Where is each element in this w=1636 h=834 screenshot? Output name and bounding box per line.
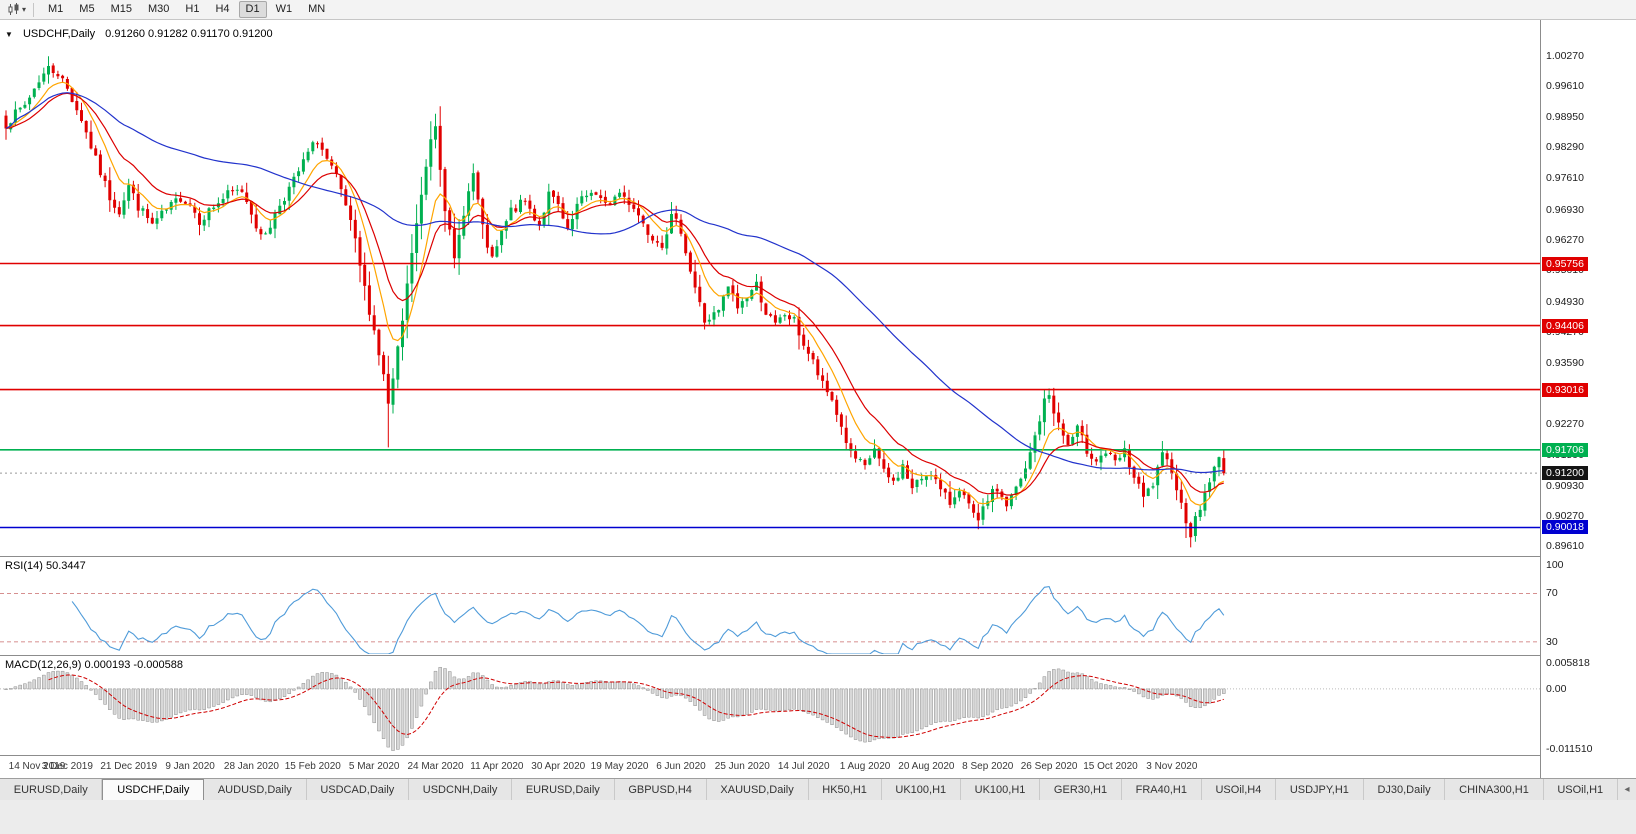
rsi-label: RSI(14) 50.3447 [5,560,86,572]
date-axis-label: 21 Dec 2019 [100,761,158,772]
rsi-canvas[interactable] [0,557,1540,654]
candlestick-canvas[interactable] [0,20,1540,555]
date-axis-label: 15 Feb 2020 [284,761,341,772]
chart-tab-usdjpy-h1[interactable]: USDJPY,H1 [1276,779,1364,800]
price-axis-label: 0.96930 [1546,203,1584,216]
price-axis-label: 0.93590 [1546,357,1584,370]
timeframe-m30-button[interactable]: M30 [147,3,170,15]
chart-tab-china300-h1[interactable]: CHINA300,H1 [1445,779,1544,800]
date-axis-label: 26 Sep 2020 [1020,761,1078,772]
macd-canvas[interactable] [0,656,1540,754]
date-axis-label: 20 Aug 2020 [898,761,955,772]
date-axis-label: 19 May 2020 [590,761,649,772]
date-axis-label: 14 Jul 2020 [777,761,830,772]
chart-ohlc-values: 0.91260 0.91282 0.91170 0.91200 [105,28,273,40]
chart-tab-usoil-h1[interactable]: USOil,H1 [1544,779,1618,800]
date-axis-label: 25 Jun 2020 [714,761,770,772]
price-tag: 0.91200 [1542,466,1588,481]
chart-tab-uk100-h1[interactable]: UK100,H1 [882,779,961,800]
date-axis-label: 11 Apr 2020 [470,761,524,772]
chart-tab-usoil-h4[interactable]: USOil,H4 [1202,779,1277,800]
price-axis-label: 0.98290 [1546,140,1584,153]
price-axis-label: 0.00 [1546,682,1567,695]
timeframe-h1-button[interactable]: H1 [185,3,200,15]
price-axis-label: 0.97610 [1546,172,1584,185]
price-axis-label: 0.98950 [1546,110,1584,123]
date-axis-label: 15 Oct 2020 [1083,761,1138,772]
chart-tab-eurusd-daily[interactable]: EURUSD,Daily [0,779,103,800]
timeframe-m15-button[interactable]: M15 [110,3,132,15]
date-axis-label: 5 Mar 2020 [348,761,400,772]
chart-tab-usdcnh-daily[interactable]: USDCNH,Daily [409,779,513,800]
price-axis-label: 100 [1546,559,1564,571]
chart-tab-eurusd-daily[interactable]: EURUSD,Daily [512,779,615,800]
timeframe-m5-button[interactable]: M5 [79,3,95,15]
time-axis[interactable]: 14 Nov 2019 3 Dec 2019 21 Dec 2019 9 Jan 20… [0,756,1540,778]
date-axis-label: 28 Jan 2020 [223,761,279,772]
date-axis-label: 3 Dec 2019 [41,761,93,772]
timeframe-h4-button[interactable]: H4 [215,3,230,15]
price-tag: 0.90018 [1542,520,1588,535]
chart-tab-uk100-h1[interactable]: UK100,H1 [961,779,1041,800]
price-tag: 0.91706 [1542,442,1588,457]
date-axis-label: 9 Jan 2020 [165,761,215,772]
timeframe-d1-button[interactable]: D1 [238,1,267,18]
price-tag: 0.93016 [1542,382,1588,397]
price-axis-label: 0.005818 [1546,657,1590,669]
dropdown-caret-icon: ▾ [22,5,27,14]
toolbar-separator [33,2,35,17]
price-tag: 0.95756 [1542,256,1588,271]
chart-tab-ger30-h1[interactable]: GER30,H1 [1040,779,1122,800]
chart-window: ▼ USDCHF,Daily 0.91260 0.91282 0.91170 0… [0,20,1636,778]
status-bar [0,800,1636,834]
date-axis-label: 1 Aug 2020 [839,761,891,772]
price-axis-label: 0.94930 [1546,295,1584,308]
price-axis-label: 0.90930 [1546,479,1584,492]
chart-tab-gbpusd-h4[interactable]: GBPUSD,H4 [615,779,707,800]
date-axis-label: 30 Apr 2020 [531,761,586,772]
timeframe-m1-button[interactable]: M1 [48,3,64,15]
timeframe-w1-button[interactable]: W1 [275,3,293,15]
price-axis-label: 30 [1546,635,1558,648]
price-axis-label: 0.92270 [1546,417,1584,430]
price-axis-label: 0.90270 [1546,509,1584,522]
timeframe-mn-button[interactable]: MN [308,3,326,15]
price-axis-label: 0.89610 [1546,540,1584,553]
chart-tab-hk50-h1[interactable]: HK50,H1 [809,779,882,800]
chart-symbol-label: USDCHF,Daily [22,28,96,40]
chart-tab-bar: EURUSD,Daily USDCHF,Daily AUDUSD,Daily USDC… [0,778,1636,800]
date-axis-label: 24 Mar 2020 [407,761,464,772]
price-axis-label: 0.99610 [1546,80,1584,93]
tab-scroll-left-icon[interactable]: ◂ [1624,784,1630,795]
chart-tab-fra40-h1[interactable]: FRA40,H1 [1122,779,1202,800]
rsi-panel[interactable]: RSI(14) 50.3447 [0,557,1540,656]
timeframe-buttons: M1 M5 M15 M30 H1 H4 D1 W1 MN [40,1,333,18]
candlestick-chart-icon [8,3,19,15]
price-axis-label: -0.011510 [1546,743,1593,755]
date-axis-label: 14 Nov 2019 [8,761,66,772]
chart-tab-usdchf-daily[interactable]: USDCHF,Daily [102,779,205,800]
price-tag: 0.94406 [1542,318,1588,333]
chart-tab-xauusd-daily[interactable]: XAUUSD,Daily [707,779,809,800]
chart-ohlc-header: ▼ USDCHF,Daily 0.91260 0.91282 0.91170 0… [5,28,280,40]
price-axis[interactable]: 1.00270 0.99610 0.98950 0.98290 0.97610 0.969… [1540,20,1636,778]
chart-type-button[interactable]: ▾ [4,1,29,19]
chart-tab-usdcad-daily[interactable]: USDCAD,Daily [307,779,410,800]
price-axis-label: 1.00270 [1546,49,1584,62]
chart-tab-audusd-daily[interactable]: AUDUSD,Daily [204,779,307,800]
macd-label: MACD(12,26,9) 0.000193 -0.000588 [5,659,183,671]
timeframe-toolbar: ▾ M1 M5 M15 M30 H1 H4 D1 W1 MN [0,0,1636,20]
main-chart-panel[interactable]: ▼ USDCHF,Daily 0.91260 0.91282 0.91170 0… [0,20,1540,557]
date-axis-label: 8 Sep 2020 [962,761,1014,772]
collapse-arrow-icon[interactable]: ▼ [5,30,13,39]
chart-tab-dj30-daily[interactable]: DJ30,Daily [1364,779,1446,800]
chart-tabs: EURUSD,Daily USDCHF,Daily AUDUSD,Daily USDC… [0,779,1618,800]
macd-panel[interactable]: MACD(12,26,9) 0.000193 -0.000588 [0,656,1540,756]
price-axis-label: 0.96270 [1546,233,1584,246]
date-axis-label: 6 Jun 2020 [656,761,706,772]
date-axis-label: 3 Nov 2020 [1146,761,1198,772]
price-axis-label: 70 [1546,587,1558,600]
